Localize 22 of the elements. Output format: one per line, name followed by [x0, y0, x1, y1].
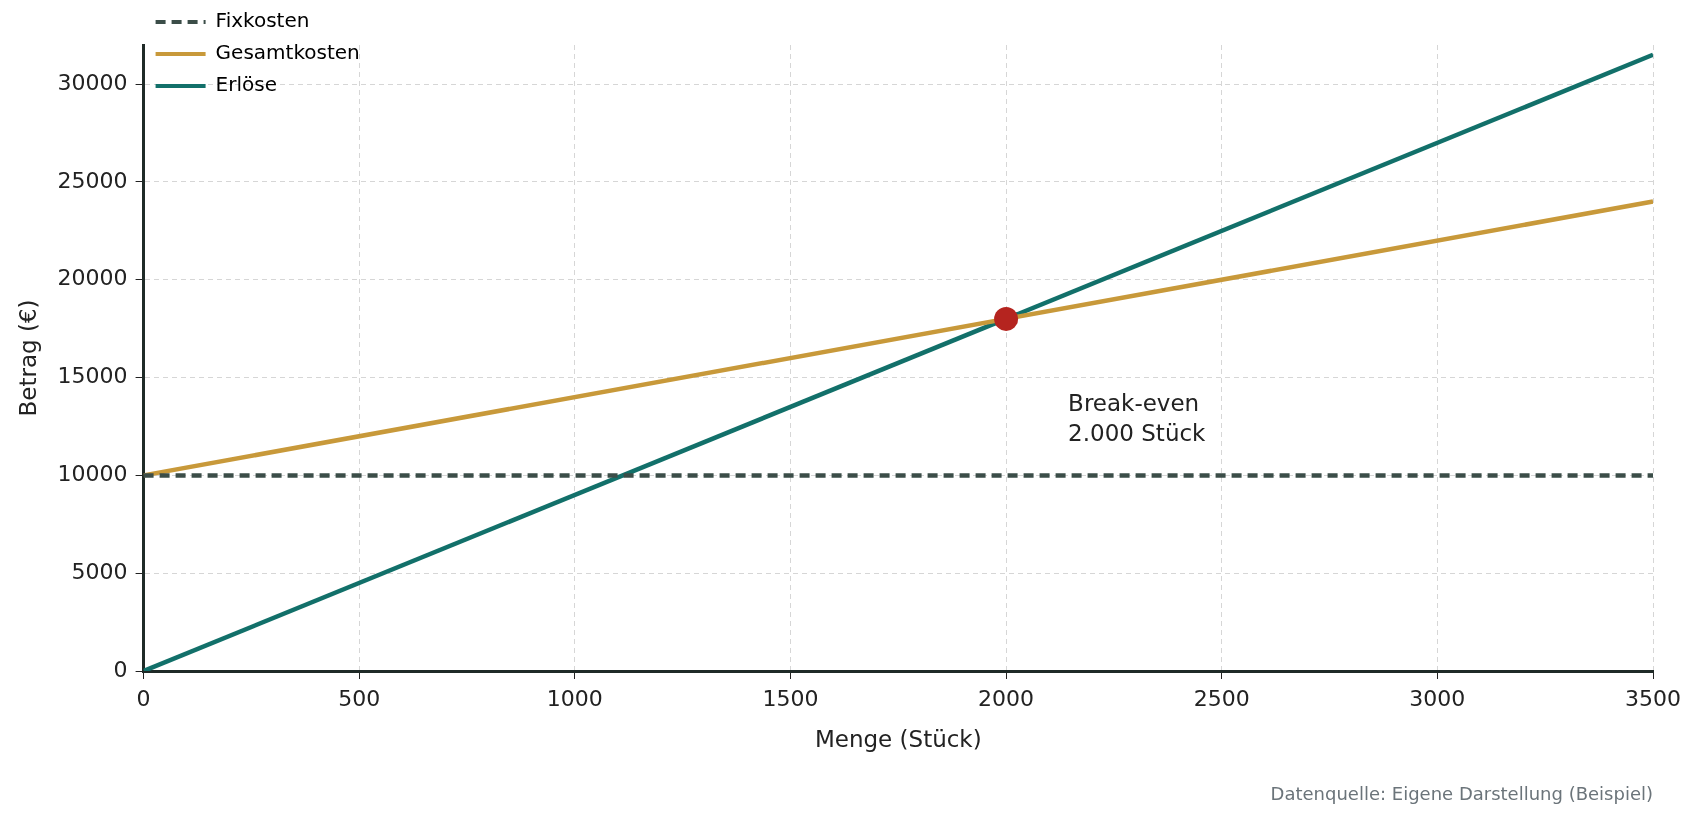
x-tick-label: 0: [136, 685, 151, 711]
x-tick-label: 500: [338, 685, 381, 711]
y-tick-label: 5000: [71, 558, 128, 584]
annotation: Break-even 2.000 Stück: [1068, 390, 1207, 447]
x-tick-label: 3000: [1409, 685, 1466, 711]
y-axis-title: Betrag (€): [14, 299, 41, 417]
y-tick-label: 20000: [57, 265, 128, 291]
x-tick-label: 2000: [978, 685, 1035, 711]
x-axis-title: Menge (Stück): [814, 726, 982, 753]
x-tick-label: 2500: [1193, 685, 1250, 711]
y-tick-label: 0: [113, 656, 128, 682]
y-tick-label: 30000: [57, 69, 128, 95]
y-tick-label: 10000: [57, 461, 128, 487]
text: Datenquelle: Eigene Darstellung (Beispiel): [1270, 782, 1654, 804]
legend-label: Erlöse: [215, 72, 277, 97]
x-tick-label: 3500: [1625, 685, 1682, 711]
y-tick-label: 15000: [57, 363, 128, 389]
y-tick-label: 25000: [57, 167, 128, 193]
x-tick-label: 1500: [762, 685, 819, 711]
legend-label: Gesamtkosten: [215, 40, 360, 65]
legend-label: Fixkosten: [215, 8, 310, 33]
x-tick-label: 1000: [546, 685, 603, 711]
